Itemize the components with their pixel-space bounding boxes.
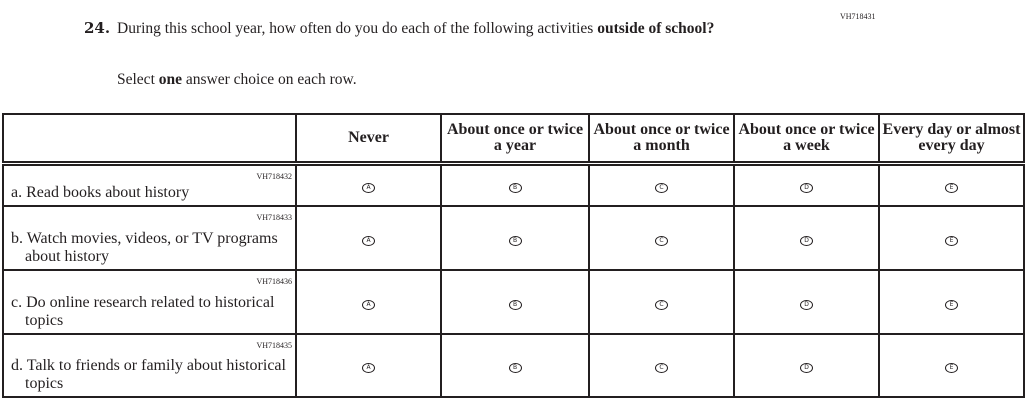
instruction-part: Select (117, 71, 159, 88)
row-label-cell: VH718433 b. Watch movies, videos, or TV p… (2, 204, 297, 271)
question-text-emphasis: outside of school (597, 20, 707, 37)
answer-cell: E (878, 332, 1025, 398)
table-row: VH718433 b. Watch movies, videos, or TV p… (2, 204, 1025, 271)
row-label-cell: VH718436 c. Do online research related to… (2, 268, 297, 335)
answer-cell: C (588, 332, 735, 398)
answer-cell: D (733, 204, 880, 271)
header-row: Never About once or twice a year About onc… (2, 113, 1025, 166)
answer-cell: A (295, 332, 442, 398)
answer-cell: C (588, 204, 735, 271)
column-header: Every day or almost every day (878, 113, 1025, 166)
answer-cell: E (878, 268, 1025, 335)
answer-cell: A (295, 268, 442, 335)
instruction-part: answer choice on each row. (182, 71, 357, 88)
item-id: VH718432 (256, 172, 292, 181)
row-label-cell: VH718432 a. Read books about history (2, 162, 297, 207)
answer-bubble-a[interactable]: A (362, 183, 375, 194)
answer-cell: D (733, 162, 880, 207)
answer-bubble-b[interactable]: B (508, 299, 522, 310)
answer-bubble-b[interactable]: B (508, 183, 522, 194)
header-blank (2, 113, 297, 166)
item-id: VH718433 (256, 212, 292, 222)
question-text-part: During this school year, how often do yo… (117, 20, 598, 37)
instruction: Select one answer choice on each row. (117, 71, 357, 89)
column-header: About once or twice a month (588, 113, 735, 166)
answer-bubble-e[interactable]: E (945, 299, 958, 310)
item-label: b. Watch movies, videos, or TV programs … (11, 229, 278, 265)
answer-bubble-e[interactable]: E (945, 363, 958, 373)
answer-bubble-d[interactable]: D (800, 235, 813, 246)
question-number: 24. (84, 19, 111, 37)
question-text-part: ? (706, 20, 715, 37)
question-id: VH718431 (840, 12, 876, 21)
row-label-cell: VH718435 d. Talk to friends or family abo… (2, 332, 297, 398)
answer-cell: E (878, 162, 1025, 207)
answer-bubble-e[interactable]: E (945, 235, 958, 246)
answer-cell: A (295, 162, 442, 207)
item-label: d. Talk to friends or family about histo… (11, 356, 286, 392)
answer-bubble-b[interactable]: B (508, 363, 522, 373)
answer-bubble-a[interactable]: A (362, 363, 375, 373)
answer-bubble-a[interactable]: A (362, 235, 375, 246)
column-header: Never (295, 113, 442, 166)
answer-bubble-c[interactable]: C (655, 299, 668, 310)
answer-bubble-d[interactable]: D (800, 183, 813, 194)
answer-bubble-c[interactable]: C (655, 183, 668, 194)
answer-bubble-a[interactable]: A (362, 299, 375, 310)
answer-bubble-c[interactable]: C (655, 363, 668, 373)
answer-bubble-c[interactable]: C (655, 235, 668, 246)
answer-bubble-b[interactable]: B (508, 235, 522, 246)
answer-cell: B (440, 332, 590, 398)
answer-cell: C (588, 268, 735, 335)
answer-cell: A (295, 204, 442, 271)
answer-grid: Never About once or twice a year About onc… (2, 113, 1025, 398)
column-header: About once or twice a week (733, 113, 880, 166)
column-header: About once or twice a year (440, 113, 590, 166)
answer-cell: B (440, 268, 590, 335)
answer-cell: D (733, 268, 880, 335)
table-row: VH718436 c. Do online research related to… (2, 268, 1025, 335)
question-text: During this school year, how often do yo… (117, 19, 817, 39)
table-row: VH718435 d. Talk to friends or family abo… (2, 332, 1025, 398)
answer-cell: B (440, 162, 590, 207)
item-label: a. Read books about history (11, 183, 190, 201)
answer-cell: B (440, 204, 590, 271)
table-row: VH718432 a. Read books about history A B C D E (2, 162, 1025, 207)
item-id: VH718435 (256, 340, 292, 350)
instruction-emphasis: one (158, 71, 182, 88)
answer-bubble-e[interactable]: E (945, 183, 958, 194)
answer-bubble-d[interactable]: D (800, 299, 813, 310)
item-id: VH718436 (256, 276, 292, 286)
answer-cell: E (878, 204, 1025, 271)
answer-cell: D (733, 332, 880, 398)
answer-cell: C (588, 162, 735, 207)
item-label: c. Do online research related to histori… (11, 293, 275, 329)
answer-bubble-d[interactable]: D (800, 363, 813, 373)
